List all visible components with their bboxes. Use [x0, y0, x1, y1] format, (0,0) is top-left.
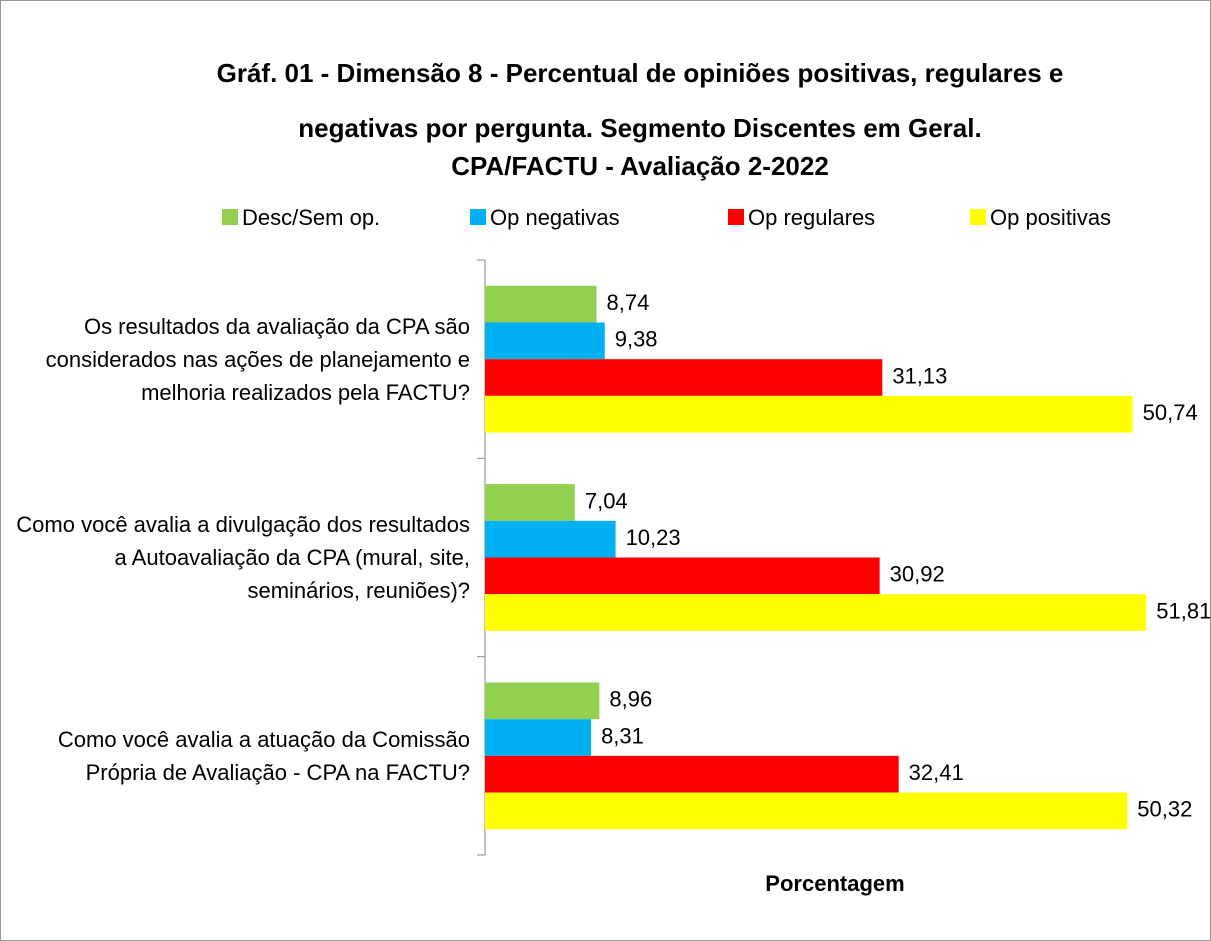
legend-swatch [470, 209, 486, 225]
data-label: 8,96 [609, 687, 652, 712]
legend-label: Op negativas [490, 205, 620, 230]
data-label: 50,32 [1137, 797, 1192, 822]
legend-swatch [728, 209, 744, 225]
legend-label: Op positivas [990, 205, 1111, 230]
bar [485, 594, 1147, 631]
legend-swatch [222, 209, 238, 225]
y-tick-label: Os resultados da avaliação da CPA são co… [45, 313, 470, 405]
category-label: Como você avalia a divulgação dos result… [16, 511, 470, 603]
bar [485, 359, 883, 396]
data-label: 32,41 [909, 760, 964, 785]
data-label: 51,81 [1156, 598, 1211, 623]
y-tick-label: Como você avalia a atuação da Comissão P… [57, 726, 470, 785]
data-label: 8,31 [601, 723, 644, 748]
data-label: 50,74 [1143, 400, 1198, 425]
data-label: 31,13 [892, 363, 947, 388]
bar [485, 755, 899, 793]
data-label: 8,74 [607, 290, 650, 315]
category-label: Como você avalia a atuação da Comissão P… [57, 726, 470, 785]
legend-label: Op regulares [748, 205, 875, 230]
chart-title: Gráf. 01 - Dimensão 8 - Percentual de op… [217, 58, 1064, 88]
bar [485, 285, 597, 323]
bar [485, 557, 880, 595]
chart-title: negativas por pergunta. Segmento Discent… [298, 113, 981, 143]
bar [485, 682, 600, 720]
bar [485, 484, 575, 521]
data-label: 30,92 [890, 562, 945, 587]
bar [485, 792, 1128, 830]
category-label: Os resultados da avaliação da CPA são co… [45, 313, 470, 405]
bar [485, 322, 605, 360]
bar [485, 395, 1133, 433]
bar [485, 520, 616, 558]
chart-title: CPA/FACTU - Avaliação 2-2022 [451, 151, 829, 181]
data-label: 7,04 [585, 488, 628, 513]
data-label: 10,23 [626, 525, 681, 550]
bar [485, 719, 592, 756]
x-axis-title: Porcentagem [765, 871, 904, 896]
y-tick-label: Como você avalia a divulgação dos result… [16, 511, 470, 603]
data-label: 9,38 [615, 327, 658, 352]
legend-swatch [970, 209, 986, 225]
legend-label: Desc/Sem op. [242, 205, 380, 230]
